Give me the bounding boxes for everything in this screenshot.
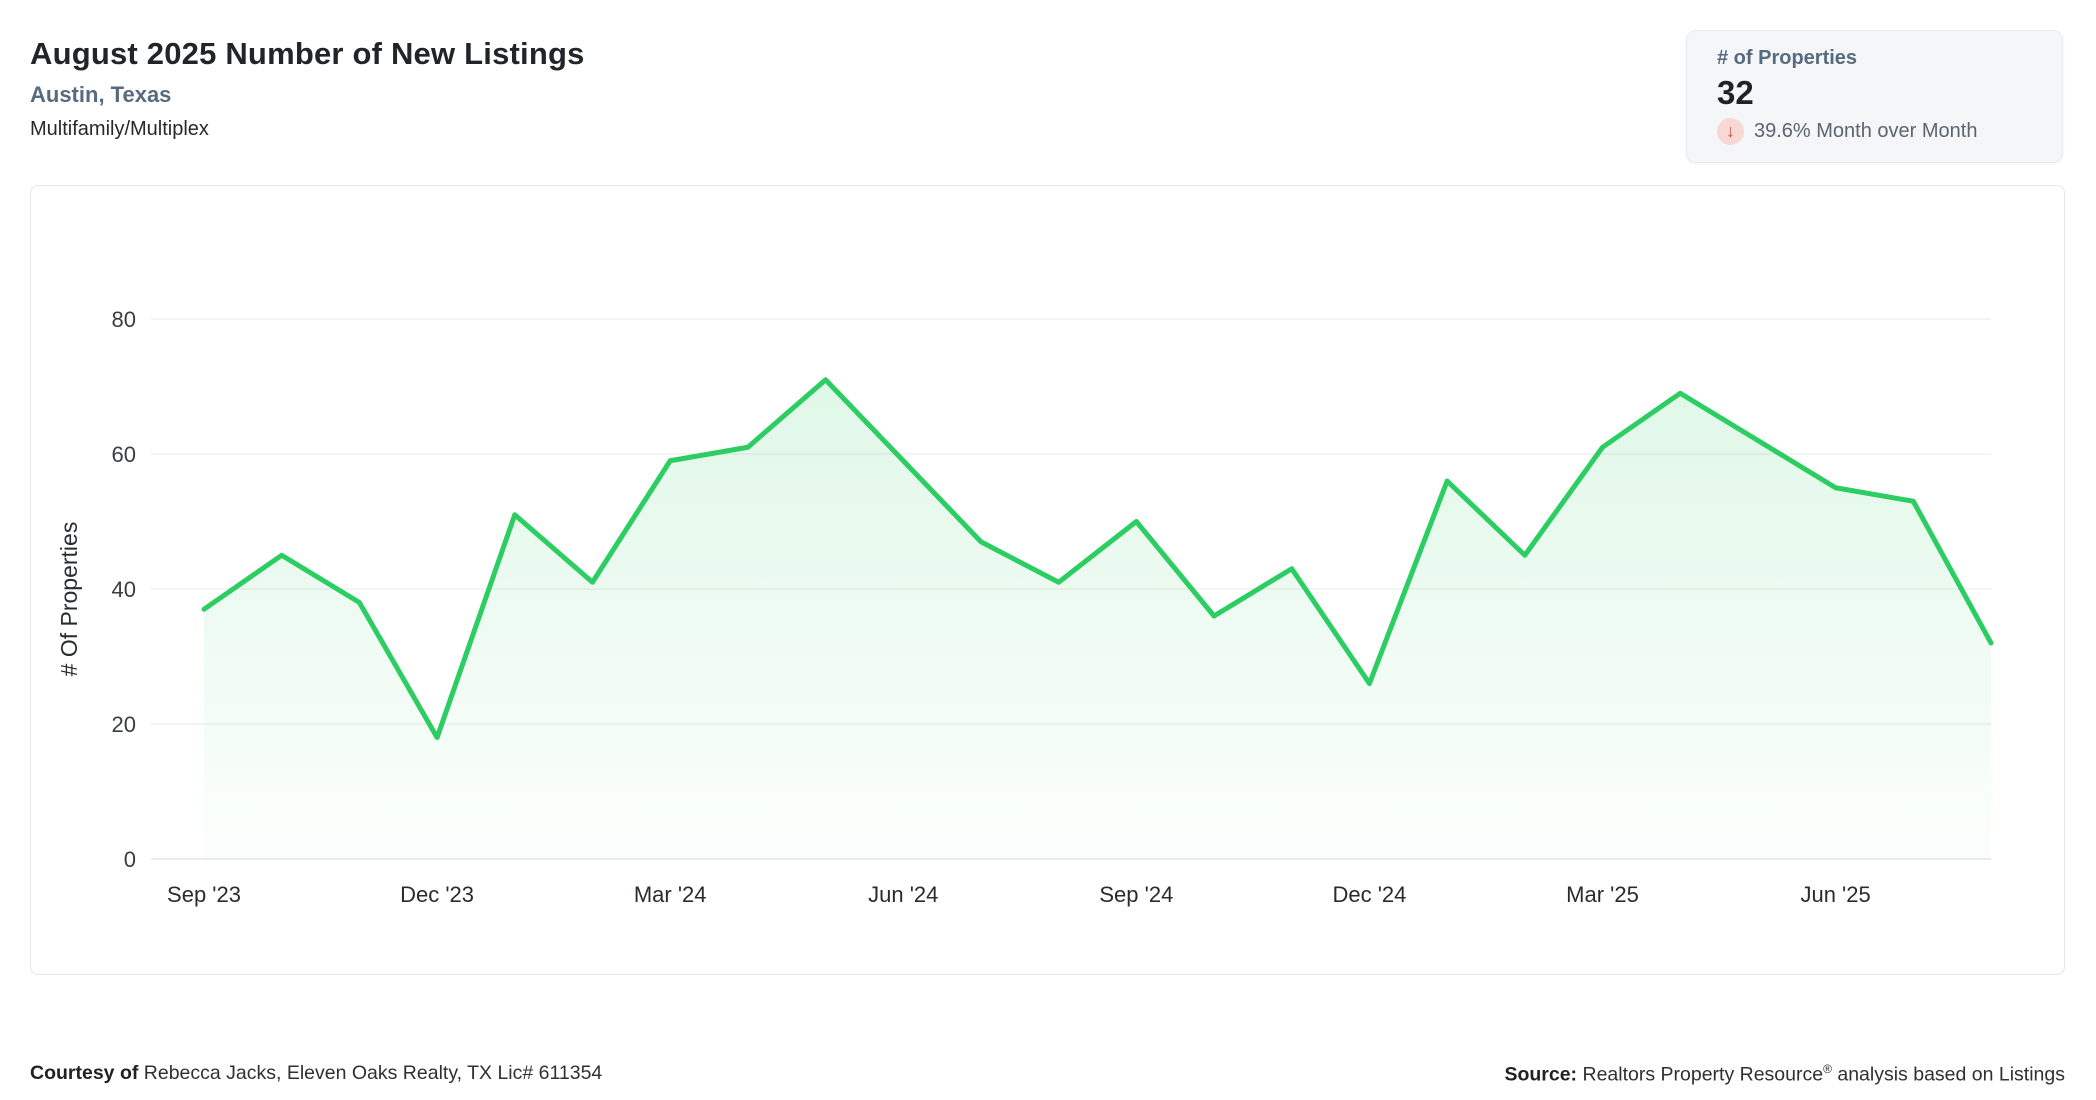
courtesy-label: Courtesy of bbox=[30, 1062, 139, 1084]
month-over-month-change: ↓ 39.6% Month over Month bbox=[1717, 118, 2032, 146]
y-tick-label: 20 bbox=[112, 712, 136, 737]
x-tick-label: Dec '23 bbox=[400, 882, 474, 907]
registered-mark: ® bbox=[1823, 1062, 1832, 1076]
stat-card-label: # of Properties bbox=[1717, 47, 1858, 69]
location-subtitle: Austin, Texas bbox=[30, 82, 172, 107]
report-footer: Courtesy of Rebecca Jacks, Eleven Oaks R… bbox=[30, 1062, 2065, 1087]
x-tick-label: Jun '24 bbox=[868, 882, 938, 907]
x-tick-label: Dec '24 bbox=[1332, 882, 1406, 907]
x-tick-label: Mar '24 bbox=[634, 882, 707, 907]
y-tick-label: 80 bbox=[112, 307, 136, 332]
series-line bbox=[201, 377, 1994, 740]
y-axis-title: # Of Properties bbox=[56, 522, 82, 677]
y-tick-label: 0 bbox=[124, 847, 136, 872]
down-arrow-icon: ↓ bbox=[1717, 118, 1744, 146]
property-type-label: Multifamily/Multiplex bbox=[30, 118, 209, 140]
series-area-fill bbox=[204, 379, 1991, 859]
page-title: August 2025 Number of New Listings bbox=[30, 36, 585, 71]
x-tick-label: Jun '25 bbox=[1800, 882, 1870, 907]
source-label: Source: bbox=[1504, 1063, 1578, 1086]
stat-card-value: 32 bbox=[1717, 74, 1754, 111]
source-text: Source: Realtors Property Resource® anal… bbox=[1504, 1062, 2065, 1086]
courtesy-text: Courtesy of Rebecca Jacks, Eleven Oaks R… bbox=[30, 1062, 603, 1084]
change-text: 39.6% Month over Month bbox=[1754, 120, 1978, 143]
properties-stat-card: # of Properties 32 ↓ 39.6% Month over Mo… bbox=[1686, 30, 2063, 163]
chart-card: 0 20 40 60 80 Sep '23 Dec '23 Mar '24 Jun '24 Sep… bbox=[30, 185, 2065, 975]
x-tick-label: Sep '24 bbox=[1099, 882, 1173, 907]
x-tick-label: Mar '25 bbox=[1566, 882, 1639, 907]
x-tick-label: Sep '23 bbox=[167, 882, 241, 907]
y-tick-label: 40 bbox=[112, 577, 136, 602]
y-tick-label: 60 bbox=[112, 442, 136, 467]
y-axis-labels: 0 20 40 60 80 bbox=[112, 307, 136, 872]
x-axis-labels: Sep '23 Dec '23 Mar '24 Jun '24 Sep '24 Dec '… bbox=[167, 882, 1871, 907]
